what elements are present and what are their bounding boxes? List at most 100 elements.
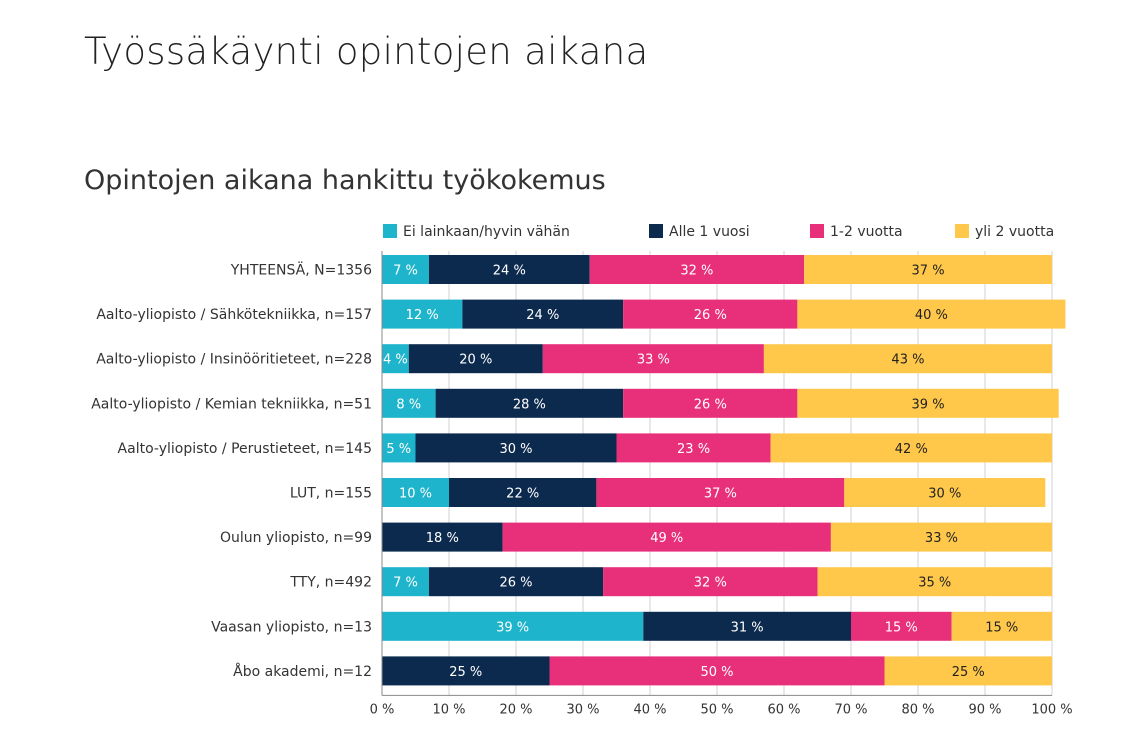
bar-segment	[830, 522, 1052, 552]
x-tick-label: 70 %	[834, 702, 867, 717]
category-label: Aalto-yliopisto / Kemian tekniikka, n=51	[91, 396, 372, 412]
data-label: 26 %	[694, 397, 727, 412]
data-label: 7 %	[393, 264, 418, 279]
data-label: 23 %	[677, 442, 710, 457]
x-tick-label: 100 %	[1031, 702, 1072, 717]
data-label: 39 %	[912, 397, 945, 412]
legend-label: yli 2 vuotta	[975, 224, 1054, 240]
data-label: 18 %	[426, 531, 459, 546]
data-label: 33 %	[637, 353, 670, 368]
bar-segment	[770, 433, 1052, 463]
legend-swatch	[649, 224, 663, 238]
x-tick-label: 40 %	[633, 702, 666, 717]
x-tick-label: 0 %	[370, 702, 395, 717]
bar-segment	[382, 611, 644, 641]
data-label: 37 %	[704, 487, 737, 502]
data-label: 8 %	[396, 397, 421, 412]
x-tick-label: 60 %	[767, 702, 800, 717]
bar-segment	[623, 299, 798, 329]
data-label: 26 %	[694, 308, 727, 323]
data-label: 25 %	[449, 665, 482, 680]
data-label: 20 %	[459, 353, 492, 368]
bar-segment	[382, 299, 463, 329]
data-label: 40 %	[915, 308, 948, 323]
category-label: YHTEENSÄ, N=1356	[230, 261, 372, 279]
x-tick-label: 30 %	[566, 702, 599, 717]
bars-layer	[382, 255, 1066, 686]
bar-segment	[603, 567, 818, 597]
bar-segment	[804, 255, 1052, 284]
bar-segment	[623, 388, 798, 418]
bar-segment	[408, 344, 543, 374]
data-label: 26 %	[499, 576, 532, 591]
data-label: 10 %	[399, 487, 432, 502]
data-label: 42 %	[895, 442, 928, 457]
bar-segment	[851, 611, 952, 641]
data-label: 39 %	[496, 620, 529, 635]
bar-segment	[797, 299, 1066, 329]
x-tick-label: 50 %	[700, 702, 733, 717]
bar-segment	[382, 388, 436, 418]
legend-label: Alle 1 vuosi	[669, 224, 750, 240]
data-label: 37 %	[912, 264, 945, 279]
labels-layer: 7 % 24 % 32 % 37 % 12 % 24 % 26 % 40 % 4 % 20 % 33…	[383, 264, 1018, 680]
bar-segment	[415, 433, 617, 463]
bar-segment	[549, 656, 885, 686]
bar-segment	[502, 522, 831, 552]
category-label: Oulun yliopisto, n=99	[220, 530, 372, 546]
legend-label: 1-2 vuotta	[830, 224, 903, 240]
data-label: 50 %	[700, 665, 733, 680]
category-label: Vaasan yliopisto, n=13	[211, 619, 372, 635]
bar-segment	[589, 255, 805, 284]
data-label: 35 %	[918, 576, 951, 591]
data-label: 22 %	[506, 487, 539, 502]
bar-segment	[449, 478, 597, 507]
bar-segment	[884, 656, 1052, 686]
legend-label: Ei lainkaan/hyvin vähän	[403, 224, 570, 240]
data-label: 15 %	[985, 620, 1018, 635]
category-label: LUT, n=155	[290, 486, 372, 502]
bar-segment	[382, 433, 416, 463]
data-label: 24 %	[526, 308, 559, 323]
bar-segment	[951, 611, 1052, 641]
x-tick-label: 90 %	[968, 702, 1001, 717]
data-label: 30 %	[928, 487, 961, 502]
bar-segment	[542, 344, 764, 374]
bar-segment	[382, 522, 503, 552]
data-label: 24 %	[493, 264, 526, 279]
x-tick-label: 80 %	[901, 702, 934, 717]
axis-layer: 0 % 10 % 20 % 30 % 40 % 50 % 60 % 70 % 80 % 90 % 1…	[91, 251, 1073, 717]
x-tick-label: 10 %	[432, 702, 465, 717]
data-label: 12 %	[406, 308, 439, 323]
chart-title: Opintojen aikana hankittu työkokemus	[84, 165, 606, 196]
data-label: 31 %	[731, 620, 764, 635]
legend-layer: Ei lainkaan/hyvin vähän Alle 1 vuosi 1-2 v…	[383, 224, 1054, 240]
bar-segment	[596, 478, 845, 507]
data-label: 25 %	[952, 665, 985, 680]
data-label: 49 %	[650, 531, 683, 546]
bar-segment	[428, 567, 604, 597]
legend-swatch	[383, 224, 397, 238]
bar-segment	[462, 299, 624, 329]
bar-segment	[643, 611, 851, 641]
bar-segment	[382, 656, 550, 686]
bar-segment	[435, 388, 624, 418]
bar-segment	[763, 344, 1052, 374]
data-label: 32 %	[694, 576, 727, 591]
data-label: 43 %	[891, 353, 924, 368]
data-label: 7 %	[393, 576, 418, 591]
data-label: 30 %	[499, 442, 532, 457]
category-label: Åbo akademi, n=12	[233, 663, 372, 680]
bar-segment	[817, 567, 1052, 597]
bar-segment	[616, 433, 771, 463]
bar-segment	[797, 388, 1059, 418]
data-label: 4 %	[383, 353, 408, 368]
data-label: 5 %	[386, 442, 411, 457]
category-label: Aalto-yliopisto / Insinööritieteet, n=22…	[96, 352, 372, 368]
data-label: 32 %	[680, 264, 713, 279]
data-label: 33 %	[925, 531, 958, 546]
bar-segment	[382, 478, 449, 507]
bar-segment	[844, 478, 1046, 507]
bar-segment	[382, 255, 429, 284]
